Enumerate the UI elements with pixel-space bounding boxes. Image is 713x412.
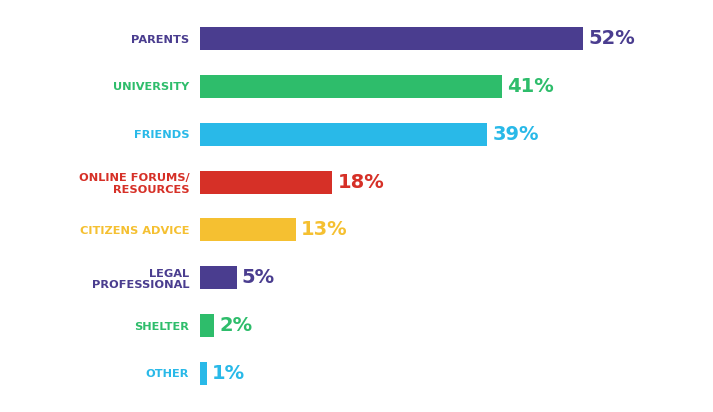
Bar <box>200 362 207 385</box>
Bar <box>200 75 502 98</box>
Text: 13%: 13% <box>301 220 347 239</box>
Text: 39%: 39% <box>493 125 539 144</box>
Text: 41%: 41% <box>507 77 554 96</box>
Bar <box>200 171 332 194</box>
Bar <box>200 218 295 241</box>
Bar <box>200 266 237 289</box>
Text: 5%: 5% <box>242 268 275 287</box>
Bar <box>200 314 215 337</box>
Text: 18%: 18% <box>337 173 384 192</box>
Bar <box>200 123 487 146</box>
Text: 52%: 52% <box>588 29 635 48</box>
Text: 1%: 1% <box>212 364 245 383</box>
Text: 2%: 2% <box>220 316 252 335</box>
Bar <box>200 27 583 50</box>
